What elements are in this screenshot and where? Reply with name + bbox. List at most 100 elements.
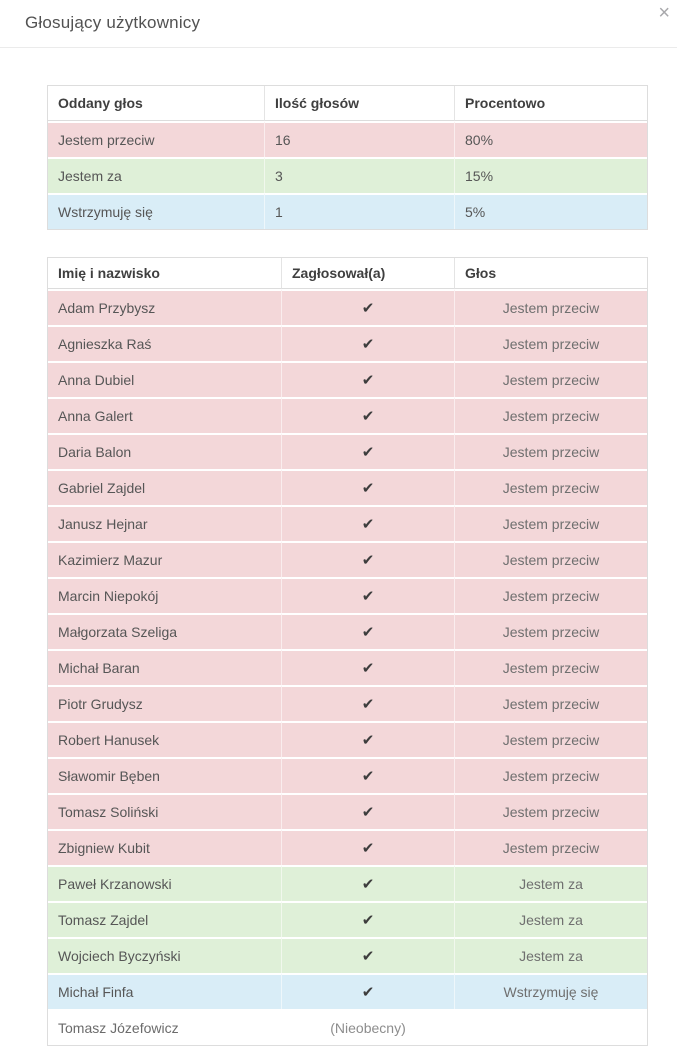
- modal-header: Głosujący użytkownicy ×: [0, 0, 677, 48]
- check-icon: ✔: [361, 588, 375, 605]
- voter-voted-cell: ✔: [281, 541, 454, 577]
- voter-name-cell: Janusz Hejnar: [48, 505, 281, 541]
- modal-title: Głosujący użytkownicy: [25, 13, 201, 32]
- voter-voted-cell: ✔: [281, 649, 454, 685]
- voter-name-cell: Tomasz Józefowicz: [48, 1009, 281, 1045]
- voter-row: Janusz Hejnar ✔ Jestem przeciw: [48, 505, 647, 541]
- voter-name-cell: Gabriel Zajdel: [48, 469, 281, 505]
- voters-header-name: Imię i nazwisko: [48, 258, 281, 289]
- voter-row: Paweł Krzanowski ✔ Jestem za: [48, 865, 647, 901]
- check-icon: ✔: [361, 444, 375, 461]
- voter-row: Michał Finfa ✔ Wstrzymuję się: [48, 973, 647, 1009]
- voter-row: Zbigniew Kubit ✔ Jestem przeciw: [48, 829, 647, 865]
- voter-row: Wojciech Byczyński ✔ Jestem za: [48, 937, 647, 973]
- summary-row: Wstrzymuję się 1 5%: [48, 193, 647, 229]
- voter-voted-cell: ✔: [281, 829, 454, 865]
- voter-row: Tomasz Józefowicz (Nieobecny): [48, 1009, 647, 1045]
- check-icon: ✔: [361, 336, 375, 353]
- voter-name-cell: Małgorzata Szeliga: [48, 613, 281, 649]
- voter-row: Marcin Niepokój ✔ Jestem przeciw: [48, 577, 647, 613]
- voter-voted-cell: ✔: [281, 505, 454, 541]
- vote-summary-table: Oddany głos Ilość głosów Procentowo Jest…: [47, 85, 648, 230]
- voter-vote-cell: Wstrzymuję się: [454, 973, 647, 1009]
- voter-row: Adam Przybysz ✔ Jestem przeciw: [48, 289, 647, 325]
- summary-vote-count: 1: [264, 193, 454, 229]
- voter-row: Kazimierz Mazur ✔ Jestem przeciw: [48, 541, 647, 577]
- voter-vote-cell: Jestem przeciw: [454, 685, 647, 721]
- voter-vote-cell: Jestem przeciw: [454, 649, 647, 685]
- check-icon: ✔: [361, 732, 375, 749]
- voter-voted-cell: ✔: [281, 613, 454, 649]
- summary-header-percent: Procentowo: [454, 86, 647, 121]
- check-icon: ✔: [361, 768, 375, 785]
- check-icon: ✔: [361, 840, 375, 857]
- voter-name-cell: Michał Baran: [48, 649, 281, 685]
- summary-vote-label: Jestem przeciw: [48, 121, 264, 157]
- check-icon: ✔: [361, 408, 375, 425]
- voter-voted-cell: ✔: [281, 793, 454, 829]
- voter-name-cell: Sławomir Bęben: [48, 757, 281, 793]
- check-icon: (Nieobecny): [330, 1020, 406, 1036]
- voter-name-cell: Anna Galert: [48, 397, 281, 433]
- voter-vote-cell: Jestem przeciw: [454, 289, 647, 325]
- voters-header-row: Imię i nazwisko Zagłosował(a) Głos: [48, 258, 647, 289]
- check-icon: ✔: [361, 984, 375, 1001]
- summary-vote-percent: 15%: [454, 157, 647, 193]
- check-icon: ✔: [361, 660, 375, 677]
- voter-row: Robert Hanusek ✔ Jestem przeciw: [48, 721, 647, 757]
- summary-header-vote-count: Ilość głosów: [264, 86, 454, 121]
- voter-vote-cell: Jestem za: [454, 865, 647, 901]
- check-icon: ✔: [361, 876, 375, 893]
- voter-row: Anna Galert ✔ Jestem przeciw: [48, 397, 647, 433]
- voter-vote-cell: Jestem przeciw: [454, 325, 647, 361]
- voter-vote-cell: Jestem przeciw: [454, 793, 647, 829]
- voter-voted-cell: ✔: [281, 325, 454, 361]
- voter-row: Tomasz Zajdel ✔ Jestem za: [48, 901, 647, 937]
- voter-voted-cell: ✔: [281, 433, 454, 469]
- summary-vote-count: 16: [264, 121, 454, 157]
- voter-name-cell: Agnieszka Raś: [48, 325, 281, 361]
- check-icon: ✔: [361, 696, 375, 713]
- summary-vote-count: 3: [264, 157, 454, 193]
- voter-vote-cell: Jestem przeciw: [454, 469, 647, 505]
- check-icon: ✔: [361, 372, 375, 389]
- summary-vote-label: Jestem za: [48, 157, 264, 193]
- voter-vote-cell: [454, 1009, 647, 1045]
- check-icon: ✔: [361, 948, 375, 965]
- summary-header-cast-vote: Oddany głos: [48, 86, 264, 121]
- voter-name-cell: Tomasz Soliński: [48, 793, 281, 829]
- voter-vote-cell: Jestem za: [454, 937, 647, 973]
- voters-header-voted: Zagłosował(a): [281, 258, 454, 289]
- summary-header-row: Oddany głos Ilość głosów Procentowo: [48, 86, 647, 121]
- voter-vote-cell: Jestem przeciw: [454, 577, 647, 613]
- voter-vote-cell: Jestem przeciw: [454, 361, 647, 397]
- voter-vote-cell: Jestem przeciw: [454, 505, 647, 541]
- voter-name-cell: Adam Przybysz: [48, 289, 281, 325]
- voter-name-cell: Anna Dubiel: [48, 361, 281, 397]
- voter-voted-cell: ✔: [281, 721, 454, 757]
- voter-name-cell: Daria Balon: [48, 433, 281, 469]
- voter-voted-cell: ✔: [281, 685, 454, 721]
- voter-vote-cell: Jestem za: [454, 901, 647, 937]
- voter-row: Daria Balon ✔ Jestem przeciw: [48, 433, 647, 469]
- voter-voted-cell: ✔: [281, 397, 454, 433]
- close-icon[interactable]: ×: [658, 2, 670, 24]
- check-icon: ✔: [361, 552, 375, 569]
- check-icon: ✔: [361, 624, 375, 641]
- summary-vote-label: Wstrzymuję się: [48, 193, 264, 229]
- check-icon: ✔: [361, 804, 375, 821]
- voter-voted-cell: ✔: [281, 757, 454, 793]
- voter-vote-cell: Jestem przeciw: [454, 397, 647, 433]
- voter-row: Michał Baran ✔ Jestem przeciw: [48, 649, 647, 685]
- voter-row: Małgorzata Szeliga ✔ Jestem przeciw: [48, 613, 647, 649]
- summary-row: Jestem przeciw 16 80%: [48, 121, 647, 157]
- voter-vote-cell: Jestem przeciw: [454, 721, 647, 757]
- voter-name-cell: Robert Hanusek: [48, 721, 281, 757]
- voter-row: Gabriel Zajdel ✔ Jestem przeciw: [48, 469, 647, 505]
- voter-voted-cell: ✔: [281, 289, 454, 325]
- check-icon: ✔: [361, 300, 375, 317]
- voter-name-cell: Wojciech Byczyński: [48, 937, 281, 973]
- check-icon: ✔: [361, 912, 375, 929]
- modal-body: Oddany głos Ilość głosów Procentowo Jest…: [0, 48, 677, 1046]
- voter-name-cell: Marcin Niepokój: [48, 577, 281, 613]
